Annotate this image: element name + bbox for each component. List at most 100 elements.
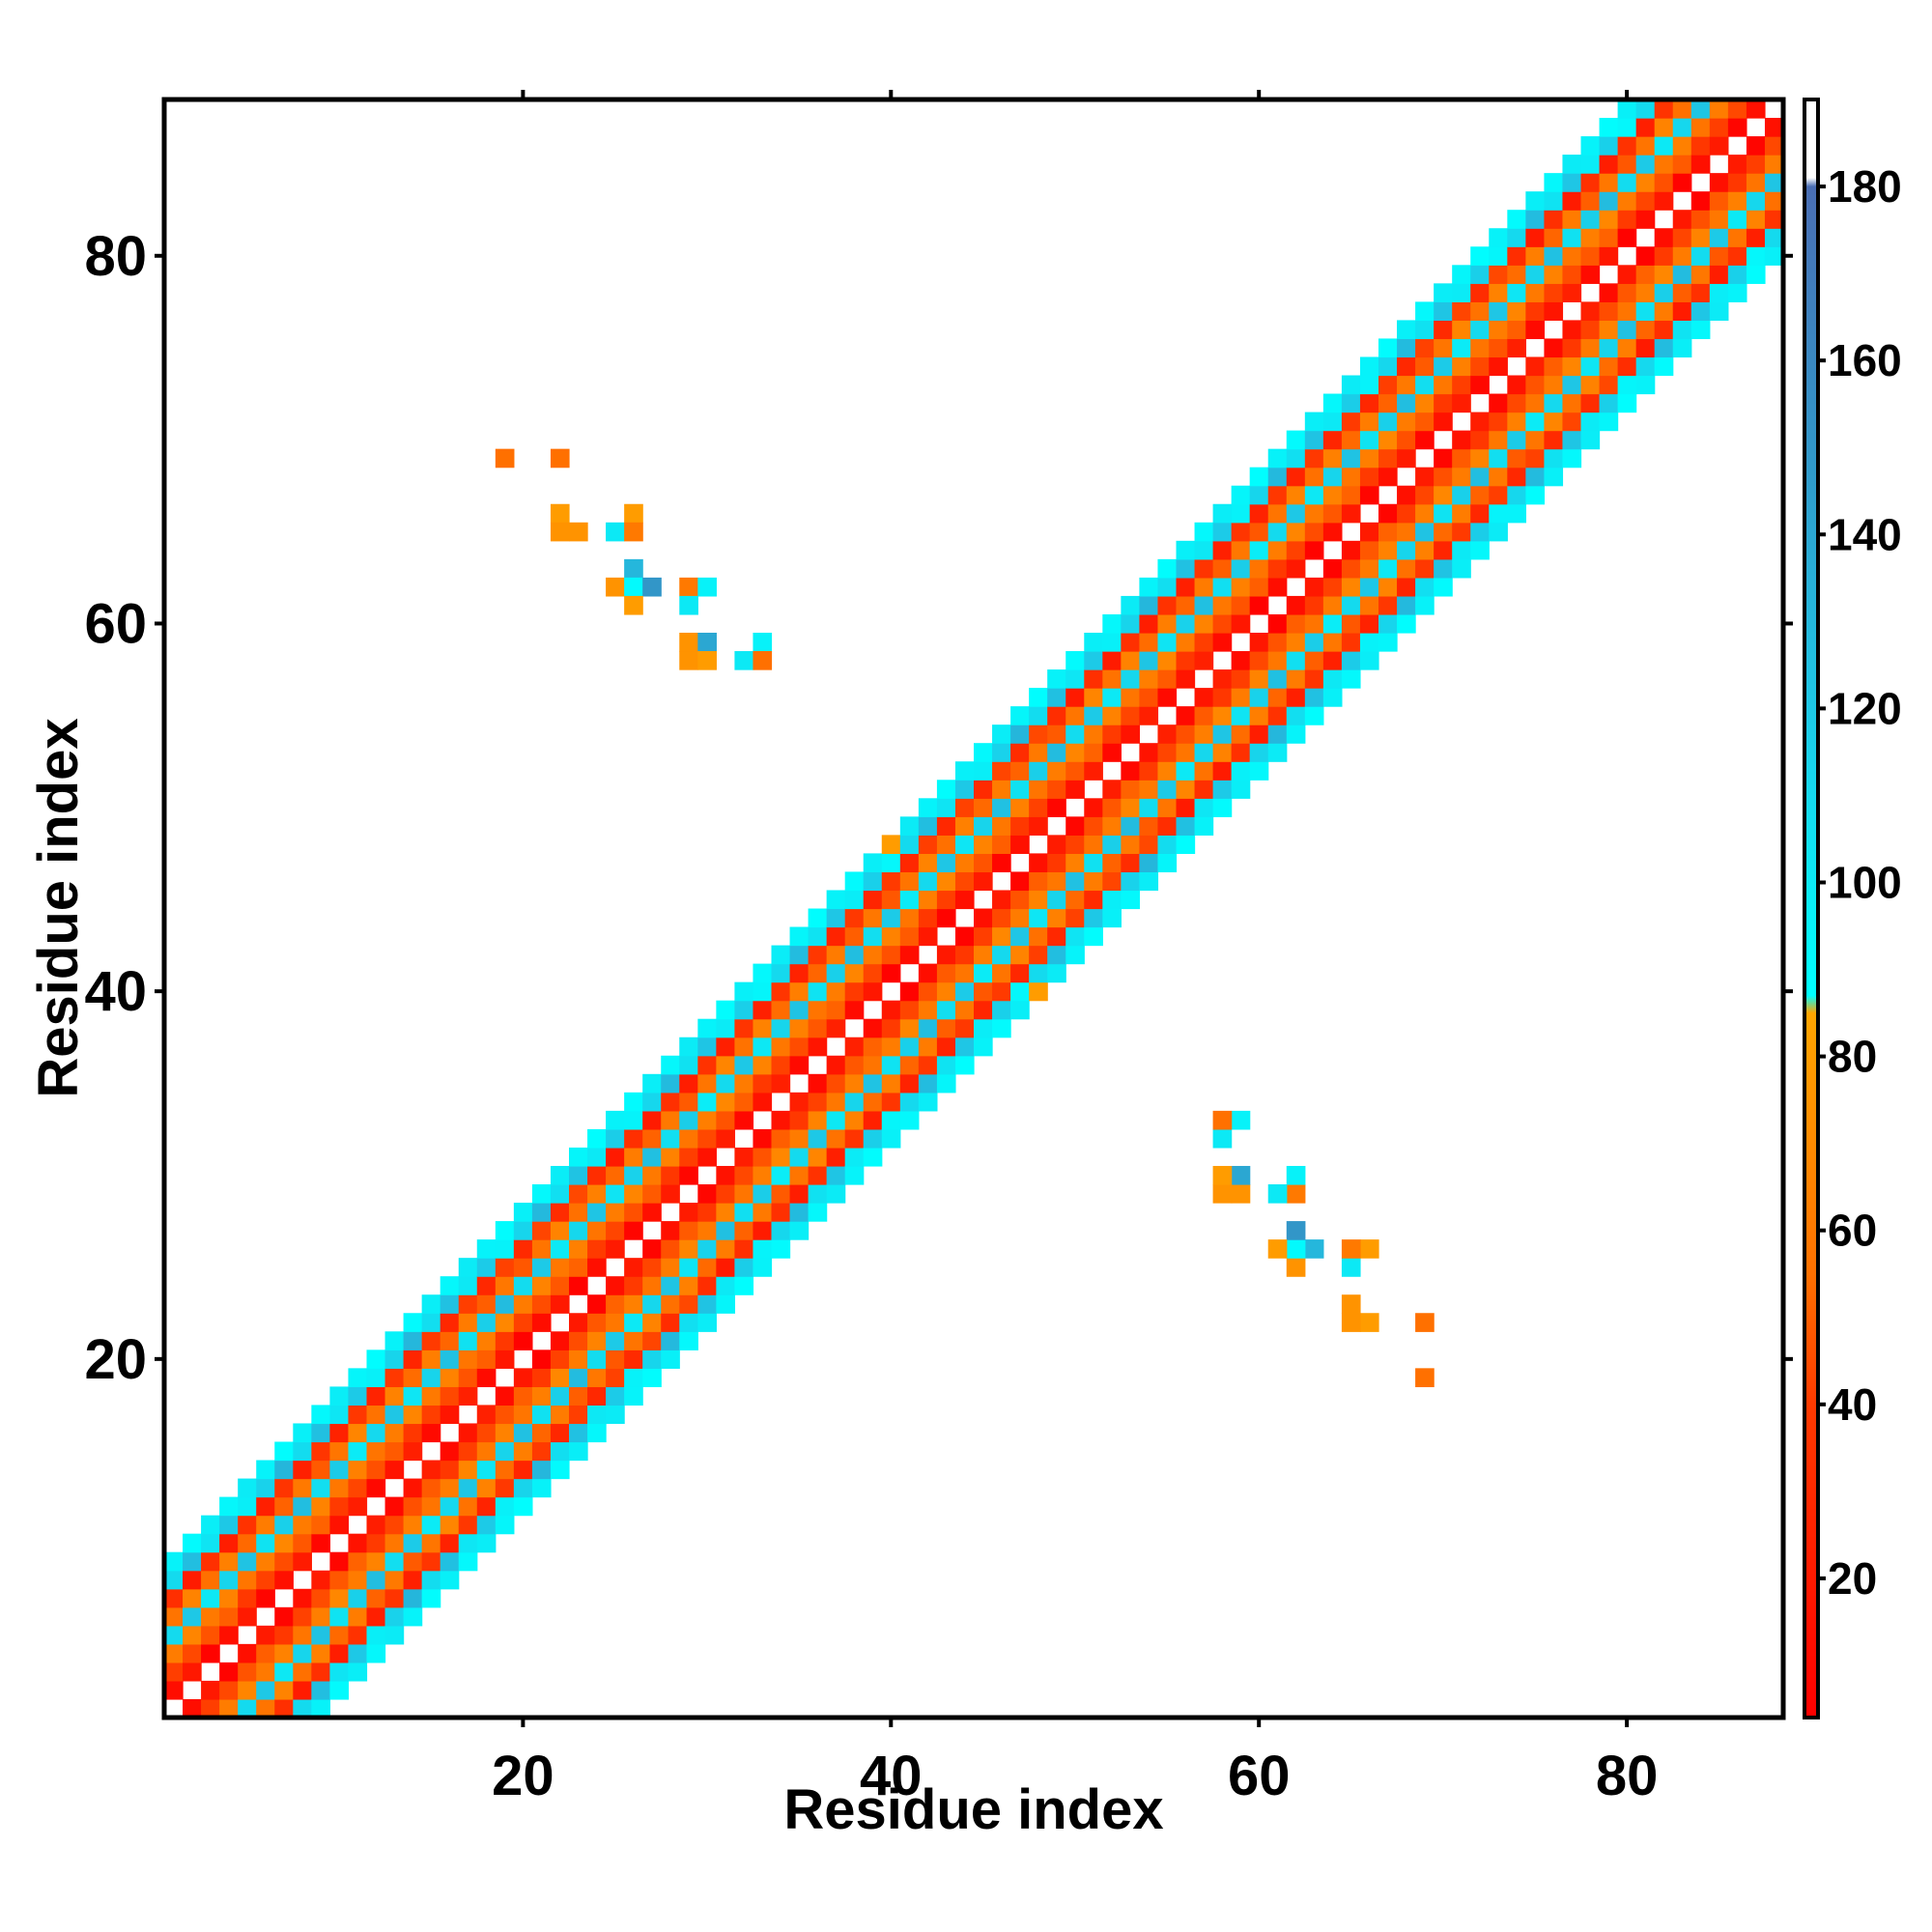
heatmap-cell [1047, 853, 1066, 873]
heatmap-cell [550, 448, 570, 469]
heatmap-cell [1084, 743, 1103, 762]
heatmap-cell [716, 1073, 736, 1094]
heatmap-cell [697, 1055, 717, 1075]
heatmap-cell [1525, 356, 1546, 377]
heatmap-cell [1580, 155, 1601, 174]
heatmap-cell [293, 1423, 312, 1443]
heatmap-cell [1415, 1313, 1435, 1332]
heatmap-cell [734, 1037, 754, 1057]
heatmap-cell [256, 1625, 275, 1645]
heatmap-cell [936, 853, 956, 873]
heatmap-cell [642, 1073, 662, 1094]
heatmap-cell [974, 1000, 993, 1020]
heatmap-cell [1507, 228, 1526, 247]
heatmap-cell [1654, 356, 1674, 377]
heatmap-cell [899, 1073, 920, 1094]
heatmap-cell [954, 1055, 975, 1075]
heatmap-cell [974, 981, 993, 1002]
heatmap-cell [1672, 320, 1692, 340]
heatmap-cell [918, 835, 938, 854]
heatmap-cell [1157, 798, 1178, 817]
heatmap-cell [1121, 595, 1141, 615]
heatmap-cell [1617, 155, 1637, 174]
heatmap-cell [1359, 651, 1379, 670]
heatmap-cell [1709, 191, 1729, 211]
heatmap-cell [1378, 503, 1398, 524]
heatmap-cell [569, 522, 588, 542]
heatmap-cell [1672, 228, 1692, 247]
heatmap-cell [918, 908, 938, 928]
heatmap-cell [293, 1588, 312, 1608]
heatmap-cell [384, 1386, 405, 1406]
heatmap-cell [1176, 816, 1196, 836]
heatmap-cell [624, 1203, 643, 1222]
heatmap-cell [1286, 485, 1306, 505]
heatmap-cell [1397, 448, 1416, 469]
x-axis-title: Residue index [783, 1778, 1163, 1841]
heatmap-cell [458, 1368, 478, 1387]
heatmap-cell [1617, 301, 1637, 322]
heatmap-cell [881, 1037, 901, 1057]
heatmap-cell [1047, 871, 1066, 892]
heatmap-cell [550, 1184, 570, 1204]
heatmap-cell [531, 1221, 552, 1240]
heatmap-cell [1562, 375, 1582, 395]
heatmap-cell [366, 1405, 386, 1425]
heatmap-cell [183, 1606, 202, 1627]
heatmap-cell [734, 1147, 754, 1167]
colorbar-gradient [1804, 99, 1818, 1718]
heatmap-cell [1654, 283, 1674, 302]
heatmap-cell [421, 1515, 441, 1535]
heatmap-cell [716, 1018, 736, 1038]
heatmap-cell [329, 1405, 350, 1425]
heatmap-cell [1065, 816, 1085, 836]
heatmap-cell [974, 926, 993, 947]
heatmap-cell [1359, 430, 1379, 450]
heatmap-cell [1249, 485, 1269, 505]
heatmap-cell [1434, 485, 1453, 505]
heatmap-cell [348, 1405, 368, 1425]
heatmap-cell [661, 1184, 680, 1204]
heatmap-cell [587, 1184, 607, 1204]
heatmap-cell [679, 1331, 698, 1350]
heatmap-cell [1157, 651, 1178, 670]
heatmap-cell [1599, 136, 1619, 156]
heatmap-cell [642, 1350, 662, 1369]
heatmap-cell [753, 1147, 773, 1167]
heatmap-cell [1157, 743, 1178, 762]
heatmap-cell [569, 1350, 588, 1369]
heatmap-cell [1434, 448, 1453, 469]
heatmap-cell [1599, 228, 1619, 247]
heatmap-cell [1267, 467, 1288, 487]
heatmap-cell [440, 1515, 460, 1535]
heatmap-cell [936, 1037, 956, 1057]
heatmap-cell [1194, 706, 1214, 725]
heatmap-cell [992, 981, 1011, 1002]
heatmap-cell [826, 1110, 846, 1130]
heatmap-cell [1654, 118, 1674, 137]
heatmap-cell [1397, 595, 1416, 615]
heatmap-cell [1286, 632, 1306, 652]
heatmap-cell [1672, 99, 1692, 119]
heatmap-cell [863, 945, 883, 965]
heatmap-cell [1267, 485, 1288, 505]
heatmap-cell [1764, 155, 1784, 174]
heatmap-cell [808, 908, 828, 928]
heatmap-cell [550, 1258, 570, 1277]
heatmap-cell [1434, 338, 1453, 358]
heatmap-cell [1176, 835, 1196, 854]
heatmap-cell [440, 1350, 460, 1369]
heatmap-cell [624, 1350, 643, 1369]
heatmap-cell [1249, 724, 1269, 744]
heatmap-cell [256, 1496, 275, 1517]
heatmap-cell [863, 1147, 883, 1167]
heatmap-cell [219, 1533, 239, 1553]
heatmap-cell [1212, 503, 1233, 524]
heatmap-cell [863, 963, 883, 983]
heatmap-cell [1415, 522, 1435, 542]
heatmap-cell [495, 1294, 515, 1314]
heatmap-cell [974, 835, 993, 854]
heatmap-cell [1212, 613, 1233, 634]
heatmap-cell [1489, 448, 1508, 469]
heatmap-cell [348, 1460, 368, 1480]
